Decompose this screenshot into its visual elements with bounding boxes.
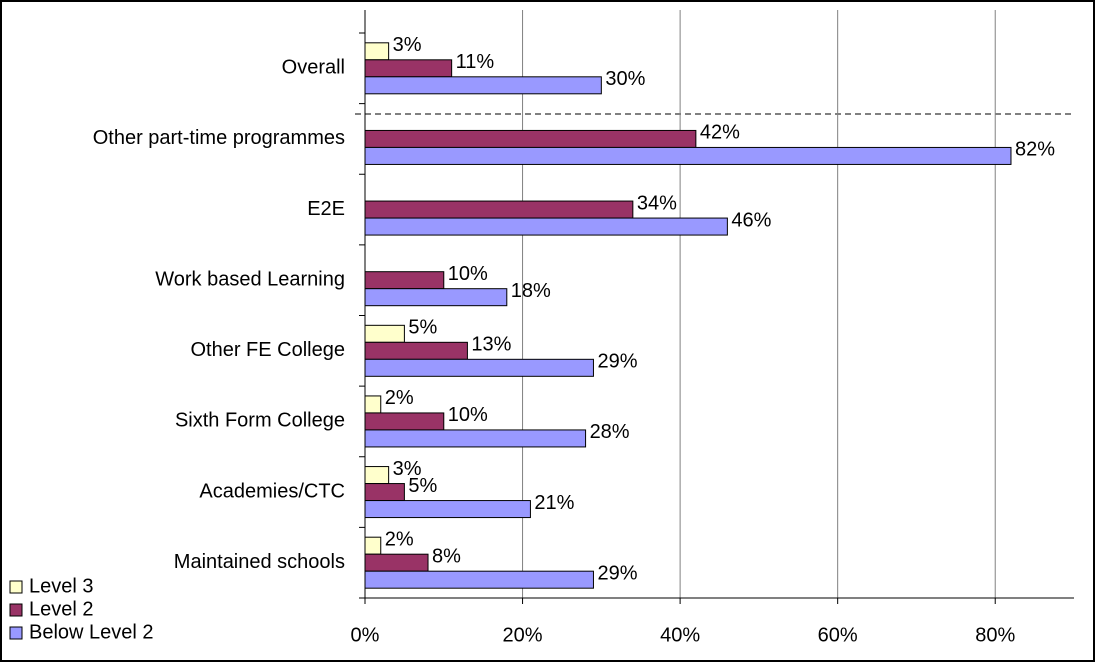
bar bbox=[364, 341, 468, 360]
bar bbox=[364, 129, 697, 148]
legend-swatch bbox=[9, 626, 23, 640]
x-tick-label: 20% bbox=[503, 624, 543, 646]
value-label: 11% bbox=[456, 51, 495, 73]
value-label: 10% bbox=[448, 404, 488, 426]
bar bbox=[364, 500, 531, 519]
value-label: 42% bbox=[700, 122, 740, 144]
value-label: 2% bbox=[385, 387, 414, 409]
value-label: 5% bbox=[408, 475, 437, 497]
bar bbox=[364, 217, 728, 236]
bar bbox=[364, 324, 405, 343]
value-label: 3% bbox=[393, 34, 422, 56]
value-label: 18% bbox=[511, 280, 551, 302]
value-label: 30% bbox=[605, 68, 645, 90]
value-label: 46% bbox=[731, 209, 771, 231]
y-tick-label: Maintained schools bbox=[174, 551, 345, 573]
y-tick-label: Work based Learning bbox=[155, 268, 345, 290]
value-label: 13% bbox=[471, 334, 511, 356]
y-tick-label: Other FE College bbox=[190, 339, 345, 361]
bar bbox=[364, 59, 453, 78]
y-tick-label: E2E bbox=[307, 198, 345, 220]
value-label: 34% bbox=[637, 192, 677, 214]
x-tick-label: 80% bbox=[975, 624, 1015, 646]
value-label: 5% bbox=[408, 317, 437, 339]
legend-label: Below Level 2 bbox=[29, 621, 154, 643]
value-label: 29% bbox=[597, 351, 637, 373]
x-tick-label: 40% bbox=[660, 624, 700, 646]
legend-label: Level 2 bbox=[29, 598, 94, 620]
y-tick-label: Overall bbox=[282, 57, 345, 79]
y-tick-label: Sixth Form College bbox=[175, 410, 345, 432]
value-label: 10% bbox=[448, 263, 488, 285]
bar bbox=[364, 76, 602, 95]
y-tick-label: Other part-time programmes bbox=[93, 127, 345, 149]
bar bbox=[364, 271, 445, 290]
bar bbox=[364, 358, 594, 377]
bar bbox=[364, 536, 382, 555]
legend-swatch bbox=[9, 603, 23, 617]
bar bbox=[364, 570, 594, 589]
value-label: 21% bbox=[534, 492, 574, 514]
value-label: 82% bbox=[1015, 139, 1055, 161]
bar bbox=[364, 200, 634, 219]
bar bbox=[364, 466, 390, 485]
bar bbox=[364, 553, 429, 572]
x-tick-label: 0% bbox=[351, 624, 380, 646]
bar bbox=[364, 483, 405, 502]
bar bbox=[364, 395, 382, 414]
bar bbox=[364, 42, 390, 61]
value-label: 2% bbox=[385, 528, 414, 550]
y-tick-label: Academies/CTC bbox=[199, 480, 345, 502]
value-label: 29% bbox=[597, 562, 637, 584]
x-tick-label: 60% bbox=[818, 624, 858, 646]
legend-swatch bbox=[9, 580, 23, 594]
bar bbox=[364, 412, 445, 431]
bar bbox=[364, 146, 1012, 165]
value-label: 28% bbox=[590, 421, 630, 443]
bar bbox=[364, 429, 587, 448]
value-label: 8% bbox=[432, 545, 461, 567]
legend-label: Level 3 bbox=[29, 575, 94, 597]
bar bbox=[364, 288, 508, 307]
value-label: 3% bbox=[393, 458, 422, 480]
